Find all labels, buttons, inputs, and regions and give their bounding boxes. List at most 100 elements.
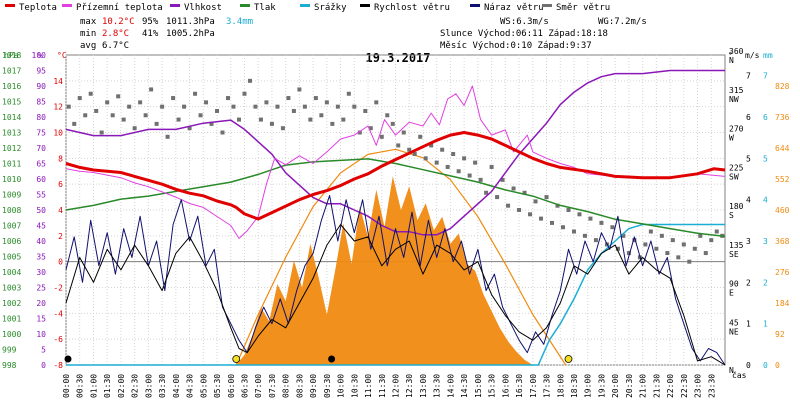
wind-direction-point: [429, 143, 434, 148]
wind-direction-point: [127, 104, 132, 109]
x-tick-label: 19:30: [597, 374, 606, 398]
direction-tick-compass: SW: [729, 172, 739, 181]
humidity-tick-label: 75: [36, 129, 46, 138]
wind-direction-point: [319, 113, 324, 118]
rain-tick-label: 0: [763, 361, 768, 370]
humidity-tick-label: 35: [36, 253, 46, 262]
stats-moon: Měsíc Východ:0:10 Západ:9:37: [440, 41, 592, 51]
wind-direction-point: [418, 134, 423, 139]
direction-tick-degrees: 360: [729, 47, 744, 56]
wind-direction-point: [670, 238, 675, 243]
x-tick-label: 03:30: [158, 374, 167, 398]
rain-tick-label: 2: [763, 278, 768, 287]
wind-direction-point: [236, 117, 241, 122]
wind-direction-point: [357, 130, 362, 135]
wind-direction-point: [440, 147, 445, 152]
direction-tick-degrees: 135: [729, 241, 744, 250]
legend-swatch: [240, 4, 250, 7]
pressure-tick-label: 1008: [2, 206, 21, 215]
wind-direction-point: [330, 121, 335, 126]
humidity-tick-label: 50: [36, 206, 46, 215]
direction-tick-compass: NW: [729, 95, 739, 104]
wind-direction-point: [209, 121, 214, 126]
wind-direction-point: [659, 233, 664, 238]
humidity-tick-label: 100: [32, 51, 47, 60]
wind-direction-point: [110, 113, 115, 118]
wind-direction-point: [544, 195, 549, 200]
wind-direction-point: [495, 195, 500, 200]
wind-direction-point: [105, 100, 110, 105]
wind-direction-point: [506, 203, 511, 208]
pressure-tick-label: 1006: [2, 237, 21, 246]
wind-direction-point: [665, 251, 670, 256]
x-tick-label: 12:30: [405, 374, 414, 398]
x-tick-label: 20:00: [611, 374, 620, 398]
legend-label: Srážky: [314, 3, 347, 13]
temperature-tick-label: 4: [58, 206, 63, 215]
series-wind-speed: [65, 224, 726, 366]
wind-direction-point: [286, 96, 291, 101]
legend-swatch: [360, 4, 370, 7]
wind-direction-point: [517, 208, 522, 212]
wind-direction-point: [88, 91, 93, 96]
pressure-tick-label: 1001: [2, 315, 21, 324]
direction-tick-compass: S: [729, 211, 734, 220]
wind-tick-label: 6: [746, 113, 751, 122]
stats-max-label: max: [80, 17, 97, 27]
x-tick-label: 11:30: [378, 374, 387, 398]
wind-direction-point: [401, 130, 406, 135]
wind-tick-label: 5: [746, 154, 751, 163]
pressure-tick-label: 1007: [2, 222, 21, 231]
wind-direction-point: [560, 225, 565, 230]
series-humidity: [65, 69, 725, 236]
direction-tick-compass: N: [729, 366, 734, 375]
humidity-tick-label: 60: [36, 175, 46, 184]
stats-wind-speed: WS:6.3m/s: [500, 17, 549, 27]
wind-direction-point: [451, 152, 456, 157]
stats-max-rain: 3.4mm: [226, 17, 253, 27]
solar-tick-label: 828: [775, 82, 790, 91]
wind-direction-point: [346, 91, 351, 96]
wind-direction-point: [143, 113, 148, 118]
direction-tick-degrees: 90: [729, 280, 739, 289]
wind-direction-point: [83, 113, 88, 118]
wind-direction-point: [77, 96, 82, 101]
humidity-tick-label: 40: [36, 237, 46, 246]
x-tick-label: 14:00: [446, 374, 455, 398]
wind-direction-point: [165, 134, 170, 139]
pressure-tick-label: 1013: [2, 129, 21, 138]
direction-tick-compass: SE: [729, 250, 739, 259]
direction-tick-compass: E: [729, 289, 734, 298]
x-tick-label: 04:30: [186, 374, 195, 398]
wind-direction-point: [193, 91, 198, 96]
series-ground-temperature: [65, 85, 726, 239]
wind-direction-point: [676, 255, 681, 260]
wind-direction-point: [231, 104, 236, 109]
legend-swatch: [542, 4, 552, 7]
wind-direction-point: [132, 126, 137, 131]
stats-min-label: min: [80, 29, 96, 39]
wind-direction-point: [692, 246, 697, 251]
wind-direction-point: [198, 113, 203, 118]
wind-direction-point: [714, 229, 719, 234]
pressure-tick-label: 1012: [2, 144, 21, 153]
wind-direction-point: [687, 259, 692, 264]
wind-direction-point: [291, 108, 296, 113]
wind-direction-point: [445, 164, 450, 169]
wind-direction-point: [182, 104, 187, 109]
stats-avg-temp: 6.7°C: [102, 41, 129, 51]
humidity-tick-label: 20: [36, 299, 46, 308]
wind-direction-point: [632, 238, 637, 243]
x-tick-label: 19:00: [584, 374, 593, 398]
wind-direction-point: [275, 104, 280, 109]
legend-label: Teplota: [19, 3, 57, 13]
x-tick-label: 09:00: [309, 374, 318, 398]
pressure-tick-label: 1016: [2, 82, 21, 91]
sun-icon: [232, 355, 241, 363]
wind-direction-point: [204, 100, 209, 105]
pressure-tick-label: 1011: [2, 160, 21, 169]
humidity-tick-label: 70: [36, 144, 46, 153]
wind-direction-point: [341, 117, 346, 122]
wind-direction-point: [280, 126, 285, 131]
wind-direction-point: [149, 87, 154, 92]
